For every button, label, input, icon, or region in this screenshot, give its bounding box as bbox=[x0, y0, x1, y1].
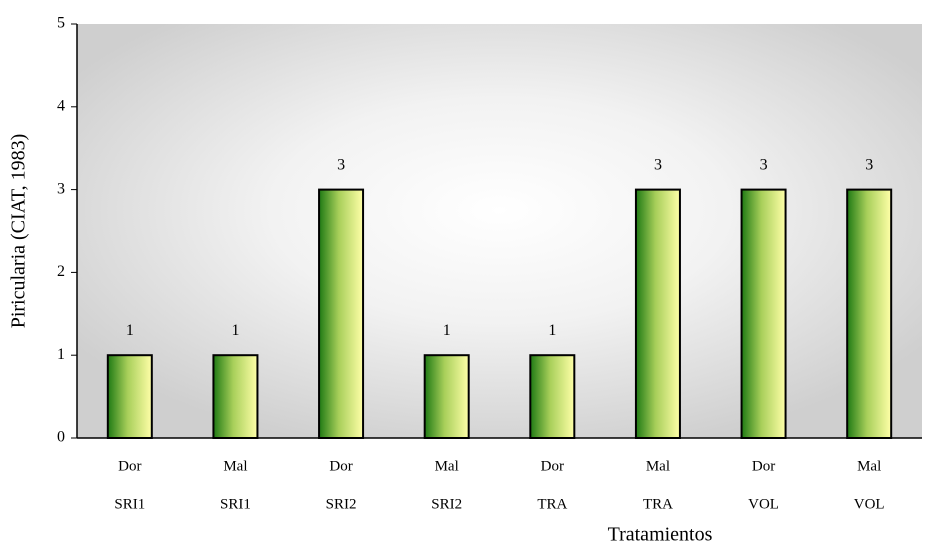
y-tick-label: 1 bbox=[57, 346, 65, 363]
x-axis-title: Tratamientos bbox=[608, 524, 713, 546]
x-tick-label: Dor bbox=[118, 458, 141, 474]
bar bbox=[212, 354, 259, 440]
x-tick-label: Dor bbox=[329, 458, 352, 474]
x-tick-label: VOL bbox=[748, 496, 779, 512]
bar bbox=[318, 188, 365, 439]
bar bbox=[423, 354, 470, 440]
data-label: 3 bbox=[337, 156, 345, 173]
x-tick-label: SRI1 bbox=[114, 496, 145, 512]
bar bbox=[529, 354, 576, 440]
bar bbox=[846, 188, 893, 439]
x-tick-label: Mal bbox=[223, 458, 247, 474]
bar bbox=[106, 354, 153, 440]
data-label: 3 bbox=[760, 156, 768, 173]
data-label: 1 bbox=[231, 322, 239, 339]
x-tick-label: SRI2 bbox=[326, 496, 357, 512]
x-tick-label: TRA bbox=[643, 496, 673, 512]
x-tick-label: SRI1 bbox=[220, 496, 251, 512]
x-tick-label: Mal bbox=[857, 458, 881, 474]
y-tick-label: 0 bbox=[57, 429, 65, 446]
bar bbox=[634, 188, 681, 439]
y-tick-label: 5 bbox=[57, 15, 65, 32]
data-label: 1 bbox=[126, 322, 134, 339]
plot-area bbox=[77, 24, 922, 438]
x-tick-label: Dor bbox=[752, 458, 775, 474]
data-label: 3 bbox=[865, 156, 873, 173]
x-tick-label: TRA bbox=[537, 496, 567, 512]
y-tick-label: 2 bbox=[57, 263, 65, 280]
data-label: 1 bbox=[443, 322, 451, 339]
x-tick-label: Dor bbox=[541, 458, 564, 474]
y-axis-title: Piricularia (CIAT, 1983) bbox=[8, 134, 30, 329]
data-label: 1 bbox=[548, 322, 556, 339]
x-tick-label: VOL bbox=[854, 496, 885, 512]
y-tick-label: 3 bbox=[57, 180, 65, 197]
data-label: 3 bbox=[654, 156, 662, 173]
y-tick-label: 4 bbox=[57, 97, 65, 114]
bar bbox=[740, 188, 787, 439]
x-tick-label: Mal bbox=[646, 458, 670, 474]
x-tick-label: SRI2 bbox=[431, 496, 462, 512]
x-tick-label: Mal bbox=[435, 458, 459, 474]
